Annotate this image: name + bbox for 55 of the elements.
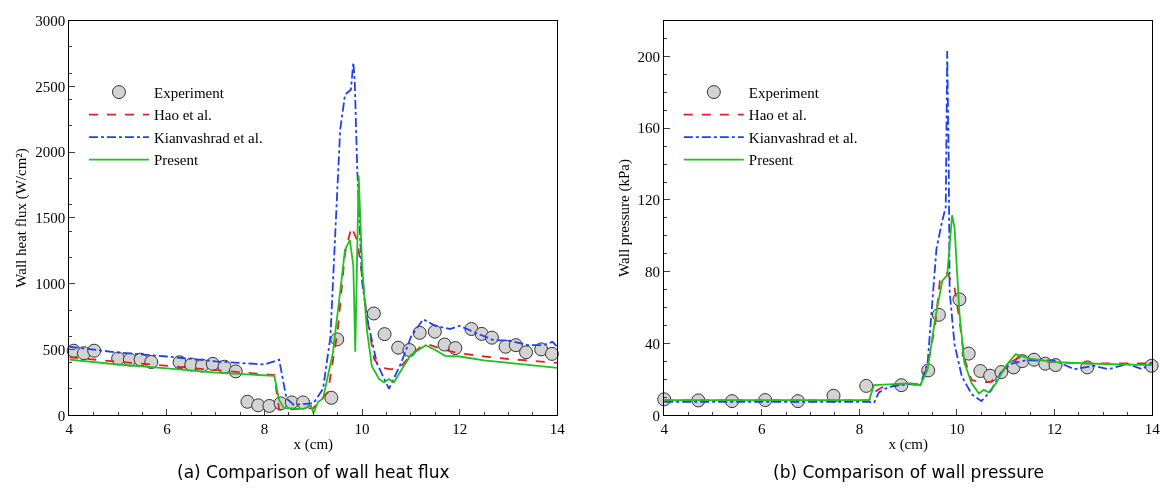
legend-label: Hao et al. [748, 107, 807, 124]
text: (a) Comparison of wall heat flux [177, 462, 450, 482]
y-tick-label: 2500 [35, 78, 66, 95]
point [859, 378, 874, 393]
text: (b) Comparison of wall pressure [773, 462, 1045, 482]
y-tick-label: 2000 [35, 144, 66, 161]
x-tick-label: 8 [855, 421, 864, 438]
y-tick-label: 1500 [35, 210, 66, 227]
legend-label: Hao et al. [153, 107, 212, 124]
legend-label: Present [748, 152, 794, 169]
x-tick-label: 14 [549, 421, 566, 438]
legend-label: Kianvashrad et al. [153, 129, 263, 146]
x-tick-label: 10 [354, 421, 370, 438]
x-tick-label: 6 [163, 421, 172, 438]
point [366, 306, 381, 321]
y-tick-label: 3000 [35, 12, 66, 29]
x-tick-label: 6 [758, 421, 767, 438]
x-tick-label: 10 [949, 421, 965, 438]
point [262, 398, 277, 413]
x-tick-label: 14 [1144, 421, 1161, 438]
x-axis-title: x (cm) [888, 436, 928, 454]
point [391, 340, 406, 355]
y-tick-label: 500 [42, 341, 66, 358]
point [519, 345, 534, 360]
y-tick-label: 1000 [35, 275, 66, 292]
x-tick-label: 4 [660, 421, 669, 438]
line-series [69, 174, 558, 414]
point [251, 398, 266, 413]
x-axis-title: x (cm) [293, 436, 334, 454]
x-tick-label: 8 [260, 421, 269, 438]
legend-label: Present [153, 152, 199, 169]
legend-label: Kianvashrad et al. [748, 129, 858, 146]
y-tick-label: 200 [637, 48, 661, 65]
y-tick-label: 0 [57, 407, 66, 424]
x-tick-label: 12 [452, 421, 468, 438]
x-tick-label: 12 [1047, 421, 1063, 438]
y-tick-label: 0 [652, 407, 661, 424]
point [448, 341, 463, 356]
legend-label: Experiment [153, 84, 225, 101]
point [961, 346, 976, 361]
x-tick-label: 4 [65, 421, 74, 438]
point [240, 394, 255, 409]
y-tick-label: 120 [637, 192, 661, 209]
y-axis-title: Wall pressure (kPa) [615, 158, 633, 277]
point [377, 327, 392, 342]
point [544, 346, 559, 361]
point [484, 330, 499, 345]
point [427, 324, 442, 339]
y-tick-label: 80 [645, 264, 661, 281]
y-axis-title: Wall heat flux (W/cm²) [13, 148, 31, 288]
y-tick-label: 160 [637, 120, 661, 137]
legend-label: Experiment [748, 84, 820, 101]
point [324, 390, 339, 405]
point [412, 325, 427, 340]
y-tick-label: 40 [645, 335, 661, 352]
